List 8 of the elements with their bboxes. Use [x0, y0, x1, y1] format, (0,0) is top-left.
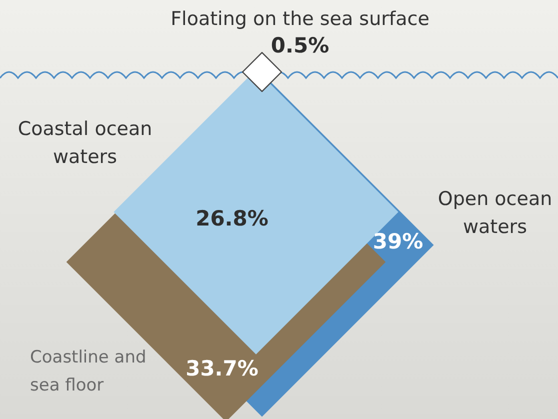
category-label: Open ocean waters — [438, 188, 552, 238]
data-label: 0.5% — [270, 33, 330, 58]
category-label: Coastline and sea floor — [30, 347, 146, 396]
category-label: Coastal ocean waters — [18, 118, 152, 168]
data-label: 33.7% — [186, 356, 258, 380]
data-label: 26.8% — [196, 206, 268, 230]
data-label: 39% — [372, 229, 424, 254]
category-label: Floating on the sea surface — [170, 8, 430, 30]
